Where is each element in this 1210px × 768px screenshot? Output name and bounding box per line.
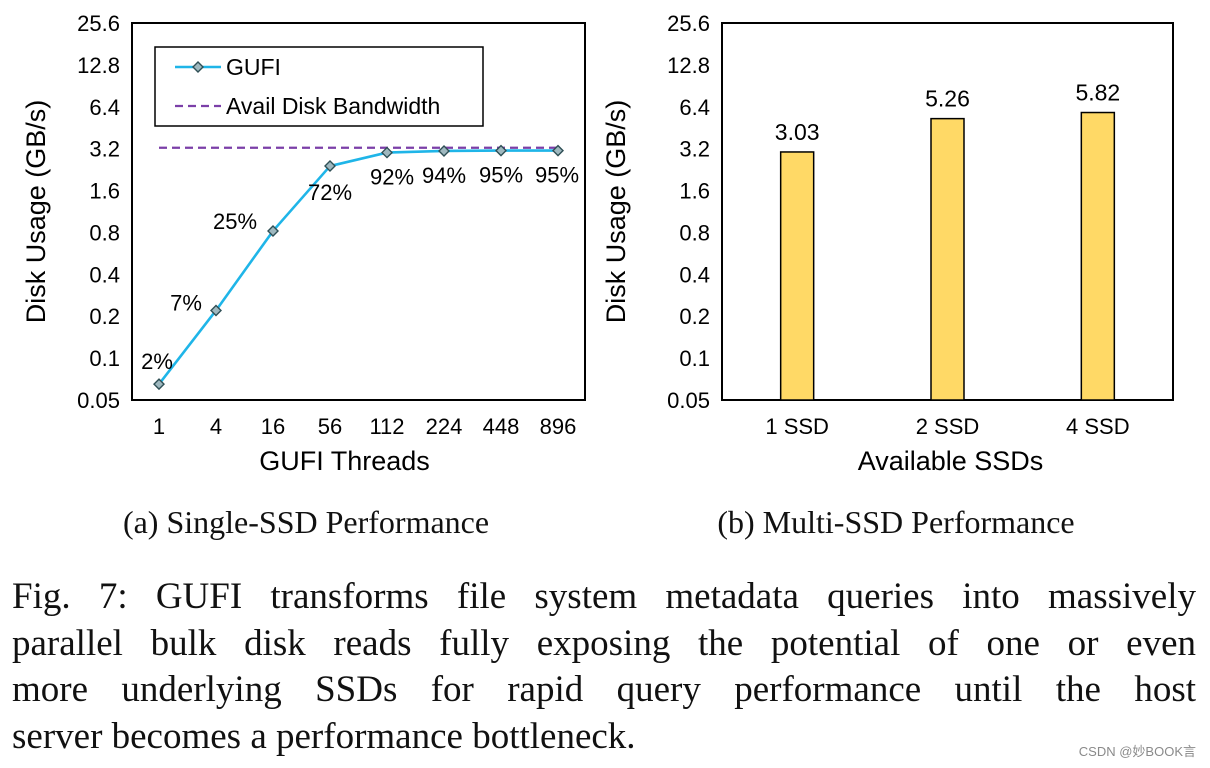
y-tick-label: 1.6 xyxy=(679,179,710,204)
y-tick-label: 0.4 xyxy=(679,262,710,287)
caption-line: Fig. 7: GUFI transforms file system meta… xyxy=(12,576,1196,617)
y-tick-label: 0.1 xyxy=(679,346,710,371)
bar xyxy=(779,151,815,401)
y-tick-label: 0.1 xyxy=(89,346,120,371)
legend: GUFI Avail Disk Bandwidth xyxy=(154,46,484,127)
legend-label-avail-disk-bandwidth: Avail Disk Bandwidth xyxy=(226,93,440,119)
plot-frame xyxy=(131,22,586,401)
bar-value-label: 3.03 xyxy=(775,119,820,145)
subtitle-a: (a) Single-SSD Performance xyxy=(123,504,489,540)
series-line-gufi xyxy=(157,149,558,385)
x-tick-label: 56 xyxy=(318,414,342,439)
data-point-marker xyxy=(552,144,564,157)
watermark: CSDN @妙BOOK言 xyxy=(1078,744,1196,759)
y-tick-label: 0.05 xyxy=(667,388,710,413)
data-point-marker xyxy=(267,224,279,237)
x-tick-label: 4 xyxy=(210,414,222,439)
x-tick-label: 448 xyxy=(483,414,520,439)
data-point-marker xyxy=(153,378,165,391)
data-point-marker xyxy=(381,146,393,159)
y-tick-label: 25.6 xyxy=(667,11,710,36)
percent-annotation: 2% xyxy=(141,349,173,374)
y-tick-label: 0.2 xyxy=(89,304,120,329)
x-tick-label: 1 SSD xyxy=(765,414,829,439)
percent-annotation: 94% xyxy=(422,163,466,188)
percent-annotation: 95% xyxy=(479,163,523,188)
caption-line: server becomes a performance bottleneck. xyxy=(12,715,636,757)
y-tick-label: 12.8 xyxy=(77,53,120,78)
y-tick-label: 0.8 xyxy=(679,220,710,245)
y-tick-label: 6.4 xyxy=(679,95,710,120)
bar-value-label: 5.26 xyxy=(925,86,970,112)
x-axis-label: GUFI Threads xyxy=(259,446,430,476)
y-tick-label: 12.8 xyxy=(667,53,710,78)
x-tick-label: 224 xyxy=(426,414,463,439)
figure-area: 0.05 0.1 0.2 0.4 0.8 1.6 3.2 6.4 12.8 25.6 Disk Us… xyxy=(21,11,1174,540)
data-point-marker xyxy=(438,144,450,157)
y-tick-label: 0.05 xyxy=(77,388,120,413)
caption-line: parallel bulk disk reads fully exposing … xyxy=(12,622,1196,664)
x-tick-label: 4 SSD xyxy=(1066,414,1130,439)
chart-b-multi-ssd: 0.05 0.1 0.2 0.4 0.8 1.6 3.2 6.4 12.8 25.6 Disk Us… xyxy=(601,11,1174,476)
legend-box xyxy=(154,46,484,127)
data-point-marker xyxy=(495,144,507,157)
caption-line: more underlying SSDs for rapid query per… xyxy=(12,669,1196,710)
y-axis-label: Disk Usage (GB/s) xyxy=(21,100,51,324)
y-tick-label: 25.6 xyxy=(77,11,120,36)
figure-caption: Fig. 7: GUFI transforms file system meta… xyxy=(12,574,1196,760)
data-point-marker xyxy=(324,160,336,173)
legend-label-gufi: GUFI xyxy=(226,54,281,80)
percent-annotation: 92% xyxy=(370,165,414,190)
percent-annotation: 95% xyxy=(535,163,579,188)
y-tick-label: 0.4 xyxy=(89,262,120,287)
x-tick-label: 2 SSD xyxy=(916,414,980,439)
chart-a-single-ssd: 0.05 0.1 0.2 0.4 0.8 1.6 3.2 6.4 12.8 25.6 Disk Us… xyxy=(21,11,586,476)
x-axis-label: Available SSDs xyxy=(858,446,1044,476)
y-axis-label: Disk Usage (GB/s) xyxy=(601,100,631,324)
y-tick-label: 6.4 xyxy=(89,95,120,120)
y-tick-label: 0.8 xyxy=(89,220,120,245)
percent-annotation: 25% xyxy=(213,209,257,234)
percent-annotation: 7% xyxy=(170,290,202,315)
y-tick-label: 3.2 xyxy=(679,137,710,162)
y-tick-label: 1.6 xyxy=(89,179,120,204)
y-tick-label: 3.2 xyxy=(89,137,120,162)
y-tick-label: 0.2 xyxy=(679,304,710,329)
data-point-marker xyxy=(210,304,222,317)
subtitle-b: (b) Multi-SSD Performance xyxy=(717,504,1074,540)
x-tick-label: 16 xyxy=(261,414,285,439)
x-tick-label: 112 xyxy=(369,414,404,439)
bar xyxy=(1080,111,1116,401)
bar xyxy=(930,117,965,401)
bar-value-label: 5.82 xyxy=(1075,80,1120,106)
x-tick-label: 896 xyxy=(540,414,577,439)
legend-marker-gufi xyxy=(192,61,204,73)
percent-annotation: 72% xyxy=(308,180,352,205)
x-tick-label: 1 xyxy=(153,414,165,439)
